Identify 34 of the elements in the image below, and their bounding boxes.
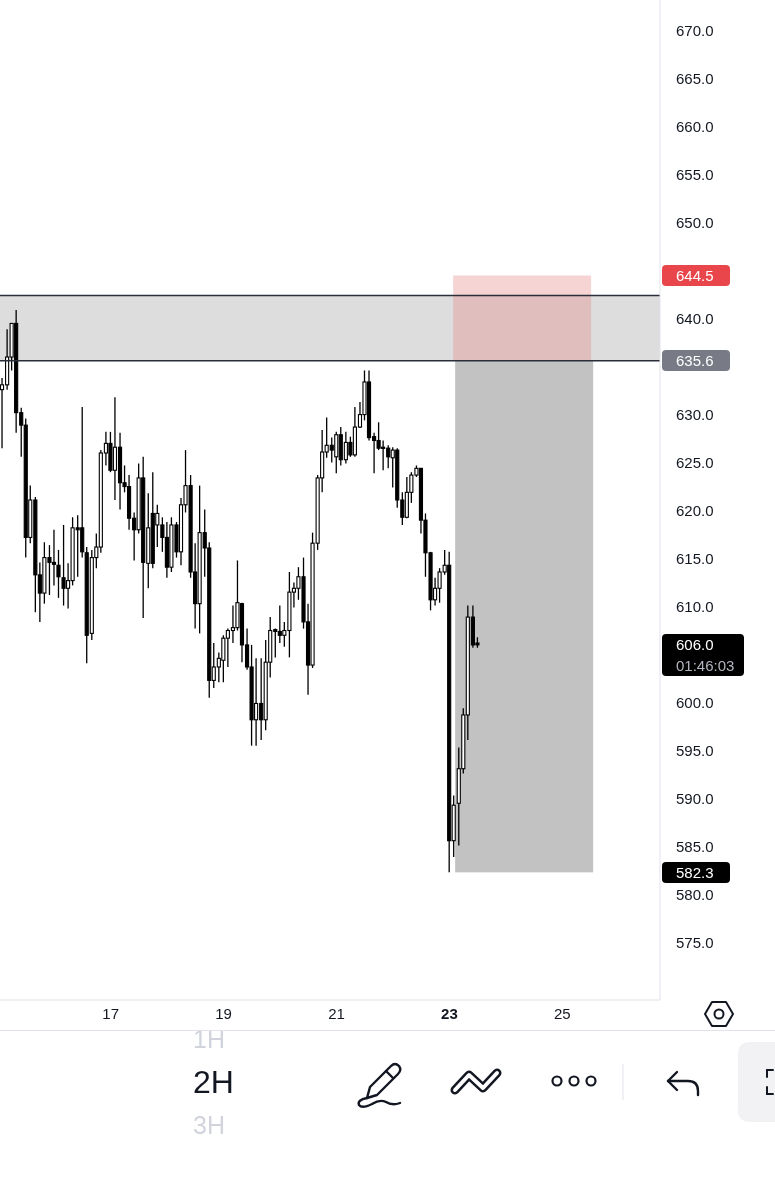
text: 644.5	[676, 265, 715, 286]
y-tick-label: 615.0	[676, 549, 714, 567]
y-tick-label: 670.0	[676, 22, 714, 40]
y-tick-label: 600.0	[676, 693, 714, 711]
candlestick	[112, 396, 118, 501]
y-tick-label: 610.0	[676, 597, 714, 615]
candlestick	[230, 604, 236, 644]
y-tick-label: 655.0	[676, 165, 714, 183]
y-tick-label: 580.0	[676, 885, 714, 903]
y-tick-label: 585.0	[676, 837, 714, 855]
candlestick	[61, 524, 66, 607]
y-tick-label: 620.0	[676, 501, 714, 519]
x-tick-label: 21	[328, 1004, 345, 1022]
y-tick-label: 665.0	[676, 70, 714, 88]
y-tick-label: 660.0	[676, 118, 714, 135]
ref-line-label: 635.6	[676, 351, 715, 372]
y-tick-label: 640.0	[676, 309, 714, 327]
text: 606.0	[676, 635, 715, 656]
y-tick-label: 590.0	[676, 789, 714, 807]
text: 01:46:03	[676, 656, 735, 677]
x-tick-label: 25	[553, 1004, 571, 1022]
candlestick	[80, 406, 85, 559]
y-tick-label: 575.0	[676, 933, 714, 951]
candlestick	[334, 431, 339, 474]
text: 2H	[193, 1062, 234, 1102]
x-tick-label: 17	[102, 1004, 119, 1022]
y-tick-label: 630.0	[676, 405, 714, 423]
text: 582.3	[676, 862, 715, 883]
y-tick-label: 650.0	[676, 213, 714, 231]
y-tick-label: 625.0	[676, 453, 714, 471]
x-tick-label: 23	[441, 1004, 458, 1022]
x-tick-label: 19	[215, 1004, 232, 1022]
y-tick-label: 595.0	[676, 741, 714, 759]
candlestick	[51, 529, 57, 587]
